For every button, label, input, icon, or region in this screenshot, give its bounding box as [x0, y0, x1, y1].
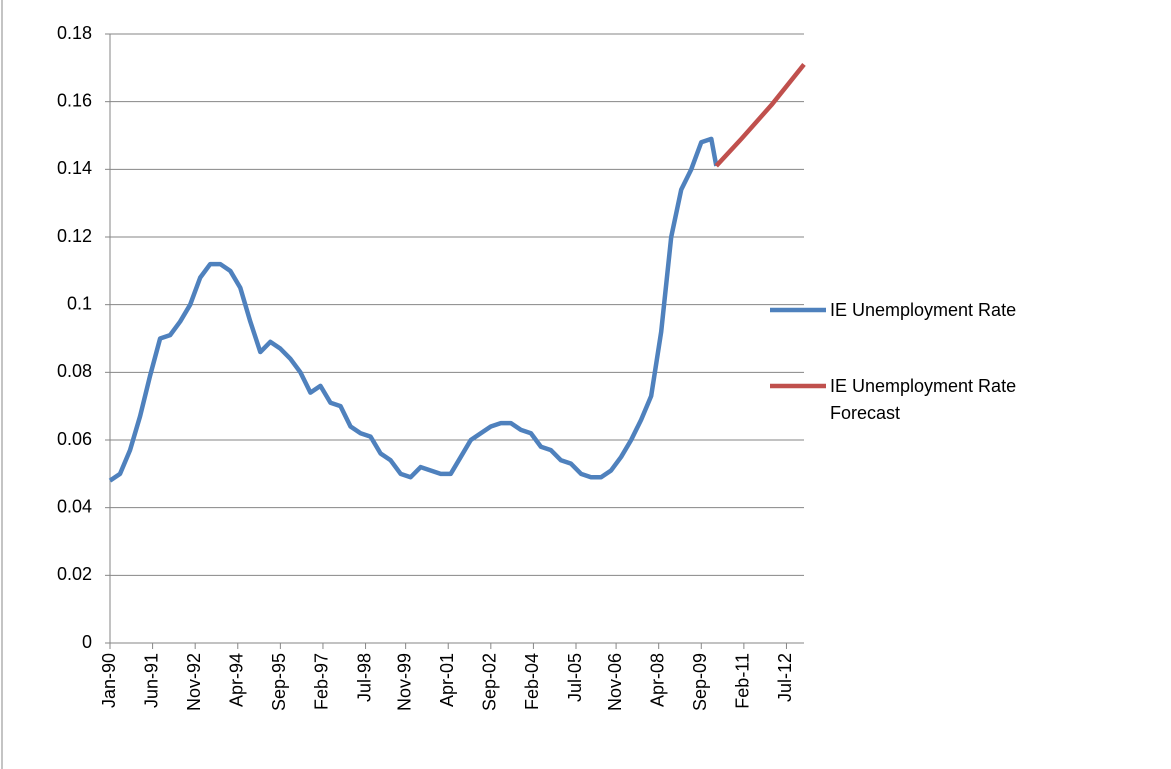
x-tick-label: Sep-09 — [690, 653, 710, 711]
x-tick-label: Jul-05 — [565, 653, 585, 702]
y-tick-label: 0.02 — [57, 564, 92, 584]
y-tick-label: 0.08 — [57, 361, 92, 381]
x-tick-label: Nov-99 — [394, 653, 414, 711]
y-tick-label: 0 — [82, 632, 92, 652]
x-tick-label: Apr-08 — [647, 653, 667, 707]
legend-label: IE Unemployment Rate Forecast — [830, 376, 1017, 423]
x-tick-label: Jan-90 — [99, 653, 119, 708]
x-tick-label: Jul-98 — [354, 653, 374, 702]
y-tick-label: 0.04 — [57, 496, 92, 516]
x-tick-label: Apr-01 — [437, 653, 457, 707]
legend-label: IE Unemployment Rate — [830, 300, 1017, 320]
x-tick-label: Sep-02 — [480, 653, 500, 711]
y-tick-label: 0.1 — [67, 293, 92, 313]
x-tick-label: Apr-94 — [227, 653, 247, 707]
x-tick-label: Jun-91 — [141, 653, 161, 708]
y-tick-label: 0.16 — [57, 90, 92, 110]
y-tick-label: 0.12 — [57, 226, 92, 246]
y-tick-label: 0.14 — [57, 158, 92, 178]
x-tick-label: Feb-04 — [522, 653, 542, 710]
series-line — [714, 63, 806, 168]
x-tick-label: Jul-12 — [775, 653, 795, 702]
y-tick-label: 0.06 — [57, 429, 92, 449]
x-tick-label: Nov-92 — [184, 653, 204, 711]
y-tick-label: 0.18 — [57, 23, 92, 43]
x-tick-label: Feb-11 — [733, 653, 753, 709]
x-tick-label: Feb-97 — [312, 653, 332, 710]
x-tick-label: Sep-95 — [269, 653, 289, 711]
series-line — [108, 136, 719, 483]
x-tick-label: Nov-06 — [605, 653, 625, 711]
